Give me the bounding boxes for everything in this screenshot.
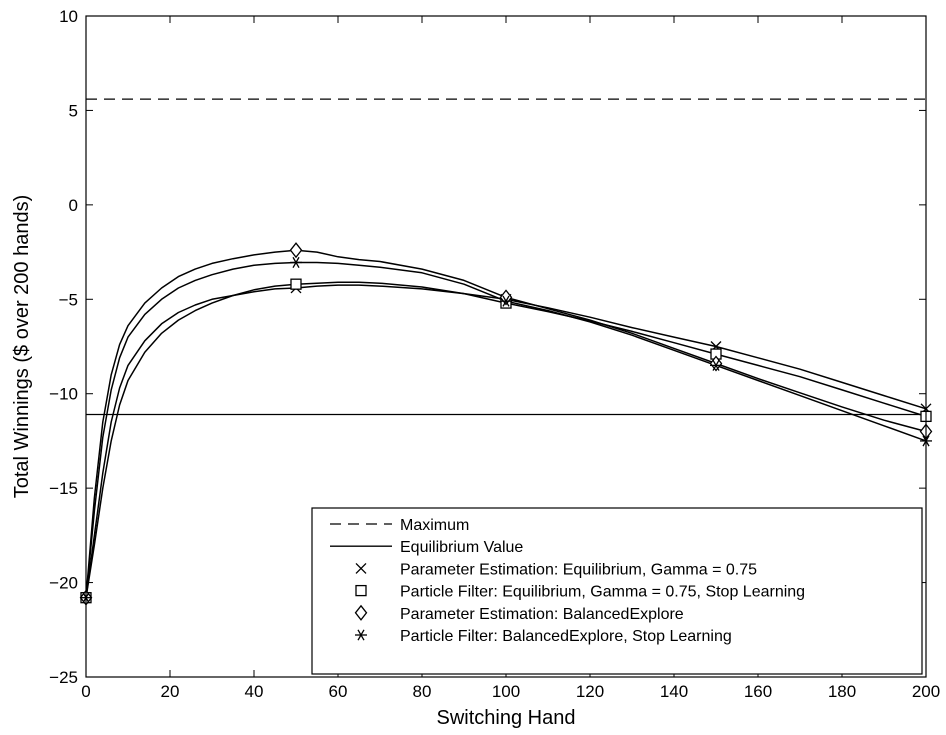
series-line-2 bbox=[85, 281, 927, 598]
series-4-marker bbox=[290, 256, 302, 268]
legend-entry: Parameter Estimation: BalancedExplore bbox=[354, 604, 684, 623]
series-4-marker bbox=[710, 359, 722, 371]
series-2-marker bbox=[290, 278, 302, 290]
legend-box bbox=[311, 507, 923, 675]
reference-lines bbox=[86, 98, 926, 416]
x-tick-label: 180 bbox=[828, 682, 856, 701]
legend-entry: Equilibrium Value bbox=[330, 539, 523, 556]
legend-entry: Maximum bbox=[330, 517, 469, 534]
legend: Maximum Equilibrium Value Parameter Estima… bbox=[311, 507, 923, 675]
y-tick-label: 5 bbox=[69, 101, 78, 120]
legend-label: Particle Filter: Equilibrium, Gamma = 0.… bbox=[400, 584, 805, 601]
series-4-marker bbox=[500, 295, 512, 307]
y-axis-label: Total Winnings ($ over 200 hands) bbox=[11, 195, 33, 499]
legend-label: Parameter Estimation: BalancedExplore bbox=[400, 606, 684, 623]
x-tick-label: 20 bbox=[161, 682, 180, 701]
x-tick-label: 120 bbox=[576, 682, 604, 701]
y-tick-label: −25 bbox=[49, 668, 78, 687]
axis-ticks: 0 20 40 60 80 100 120 140 160 180 200−25−20−15−10−… bbox=[49, 7, 940, 701]
series-line-1 bbox=[85, 284, 927, 598]
x-tick-label: 160 bbox=[744, 682, 772, 701]
x-tick-label: 200 bbox=[912, 682, 940, 701]
legend-marker-asterisk bbox=[355, 629, 367, 641]
series-3-marker bbox=[709, 355, 723, 372]
series-curves bbox=[85, 249, 927, 598]
y-tick-label: −20 bbox=[49, 574, 78, 593]
x-tick-label: 60 bbox=[329, 682, 348, 701]
y-tick-label: −10 bbox=[49, 385, 78, 404]
legend-marker-diamond bbox=[354, 604, 368, 621]
x-tick-label: 40 bbox=[245, 682, 264, 701]
legend-label: Equilibrium Value bbox=[400, 539, 523, 556]
legend-label: Particle Filter: BalancedExplore, Stop L… bbox=[400, 628, 732, 645]
y-tick-label: 0 bbox=[69, 196, 78, 215]
x-tick-label: 80 bbox=[413, 682, 432, 701]
series-line-4 bbox=[85, 261, 927, 598]
series-3-marker bbox=[289, 242, 303, 259]
series-line-3 bbox=[85, 249, 927, 598]
y-tick-label: −5 bbox=[59, 290, 78, 309]
x-axis-label: Switching Hand bbox=[437, 707, 576, 729]
legend-entry: Particle Filter: BalancedExplore, Stop L… bbox=[355, 628, 732, 645]
legend-marker-x bbox=[355, 562, 367, 574]
y-tick-label: −15 bbox=[49, 479, 78, 498]
x-tick-label: 0 bbox=[81, 682, 90, 701]
legend-label: Parameter Estimation: Equilibrium, Gamma… bbox=[400, 561, 757, 578]
x-tick-label: 100 bbox=[492, 682, 520, 701]
legend-entry: Particle Filter: Equilibrium, Gamma = 0.… bbox=[355, 584, 805, 601]
legend-marker-square bbox=[355, 584, 367, 597]
y-tick-label: 10 bbox=[59, 7, 78, 26]
x-tick-label: 140 bbox=[660, 682, 688, 701]
legend-entry: Parameter Estimation: Equilibrium, Gamma… bbox=[355, 561, 757, 578]
legend-label: Maximum bbox=[400, 517, 469, 534]
